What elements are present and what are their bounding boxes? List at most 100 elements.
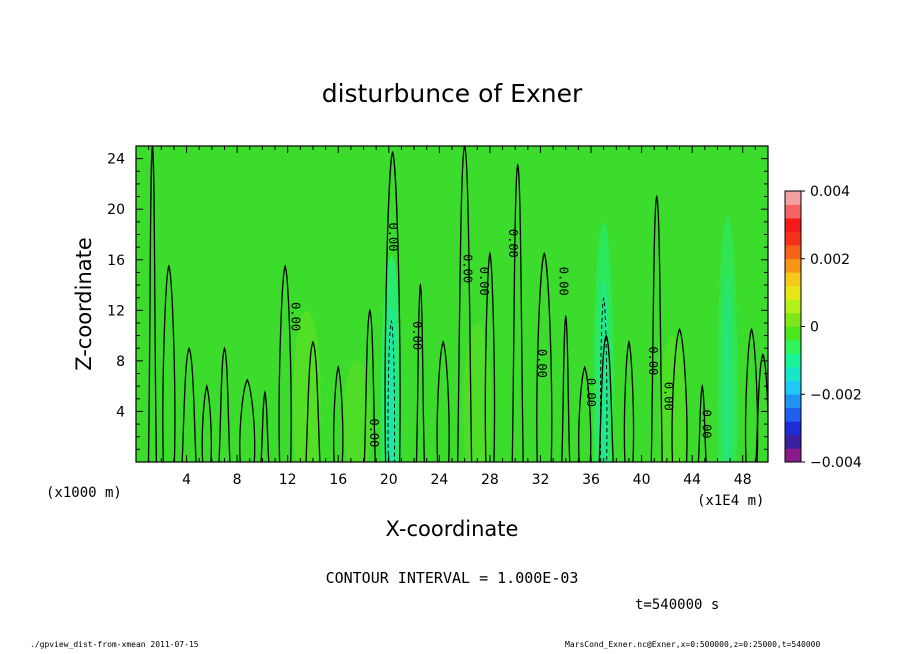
x-tick-label: 28	[481, 472, 499, 488]
colorbar-swatch	[785, 312, 801, 327]
x-tick-label: 4	[182, 472, 191, 488]
positive-patch	[343, 360, 372, 462]
contour-line	[598, 334, 614, 462]
colorbar	[784, 190, 802, 463]
y-axis: 4 8 12 16 20 24	[107, 152, 768, 450]
contour-line	[755, 353, 768, 462]
contour-line	[147, 146, 158, 462]
contour-label: 0.00	[460, 254, 474, 283]
contour-interval-text: CONTOUR INTERVAL = 1.000E-03	[326, 569, 579, 587]
contour-line	[201, 383, 213, 462]
contour-label: 0.00	[477, 267, 491, 296]
contour-line	[436, 340, 450, 462]
contour-line	[363, 308, 376, 462]
colorbar-swatch	[785, 272, 801, 287]
contour-line	[511, 163, 524, 462]
time-text: t=540000 s	[635, 597, 719, 613]
positive-patch	[463, 322, 492, 462]
positive-patch	[292, 310, 321, 462]
x-unit-left: (x1000 m)	[46, 485, 122, 501]
colorbar-tick-label: −0.004	[810, 455, 862, 471]
x-tick-label: 40	[633, 472, 651, 488]
contour-label: 0.00	[367, 418, 381, 447]
colorbar-swatch	[785, 434, 801, 449]
contour-line	[384, 150, 401, 462]
y-tick-label: 4	[116, 404, 125, 420]
x-tick-label: 24	[430, 472, 448, 488]
contour-label: 0.00	[506, 229, 520, 258]
colorbar-swatch	[785, 285, 801, 300]
contour-line	[181, 346, 197, 462]
contour-label-layer: 0.000.000.000.000.00 0.000.000.000.000.00…	[288, 223, 713, 448]
contour-line	[623, 339, 635, 462]
contour-line	[218, 346, 231, 462]
contour-label: 0.00	[584, 378, 598, 407]
contour-layer	[147, 146, 768, 462]
colorbar-tick-label: −0.002	[810, 387, 862, 403]
colorbar-tick-label: 0.002	[810, 252, 850, 268]
x-axis-label: X-coordinate	[386, 517, 519, 541]
contour-line	[697, 383, 707, 462]
x-tick-label: 36	[582, 472, 600, 488]
contour-line	[536, 252, 553, 462]
colorbar-swatch	[785, 258, 801, 273]
negative-column	[593, 223, 614, 462]
colorbar-swatch	[785, 353, 801, 368]
colorbar-swatch	[785, 231, 801, 246]
colorbar-swatch	[785, 245, 801, 260]
contour-label: 0.00	[410, 321, 424, 350]
contour-line	[305, 340, 321, 462]
contour-line	[333, 364, 344, 462]
contour-label: 0.00	[661, 382, 675, 411]
negative-core	[722, 274, 733, 462]
contour-line	[162, 264, 176, 462]
contour-line	[484, 251, 496, 462]
x-tick-label: 8	[233, 472, 242, 488]
shading-layer	[292, 216, 738, 462]
contour-line	[744, 327, 759, 462]
negative-core	[386, 305, 397, 462]
footer-left: ./gpview_dist-from-xmean 2011-07-15	[30, 640, 199, 649]
y-tick-label: 24	[107, 152, 125, 168]
contour-label: 0.00	[699, 410, 713, 439]
y-axis-label: Z-coordinate	[72, 237, 96, 371]
footer-right: MarsCond_Exner.nc@Exner,x=0:500000,z=0:2…	[565, 640, 821, 649]
negative-contour-line	[599, 297, 608, 462]
y-tick-label: 8	[116, 354, 125, 370]
y-tick-label: 12	[107, 303, 125, 319]
colorbar-swatch	[785, 367, 801, 381]
contour-label: 0.00	[535, 349, 549, 378]
colorbar-swatch	[785, 299, 801, 314]
colorbar-swatch	[785, 421, 801, 436]
colorbar-swatch	[785, 204, 801, 219]
colorbar-tick-label: 0.004	[810, 184, 850, 200]
colorbar-tick-label: 0	[810, 320, 819, 336]
contour-label: 0.00	[386, 223, 400, 252]
colorbar-swatch	[785, 326, 801, 341]
colorbar-swatch	[785, 448, 801, 463]
colorbar-swatch	[785, 191, 801, 205]
colorbar-swatch	[785, 218, 801, 232]
colorbar-swatch	[785, 407, 801, 422]
colorbar-labels: 0.004 0.002 0 −0.002 −0.004	[801, 184, 862, 471]
colorbar-swatch	[785, 340, 801, 354]
x-tick-label: 48	[734, 472, 752, 488]
x-axis: 4 8 12 16 20 24 28 32 36 40 44 48	[148, 146, 756, 488]
contour-line	[671, 327, 688, 462]
x-tick-label: 44	[683, 472, 701, 488]
x-tick-label: 20	[380, 472, 398, 488]
contour-label: 0.00	[288, 302, 302, 331]
y-tick-label: 16	[107, 253, 125, 269]
contour-line	[457, 146, 473, 462]
x-tick-label: 16	[329, 472, 347, 488]
colorbar-swatch	[785, 380, 801, 395]
x-tick-label: 32	[532, 472, 550, 488]
positive-patch	[659, 335, 688, 462]
negative-column	[717, 216, 738, 462]
chart-title: disturbunce of Exner	[322, 79, 583, 108]
x-tick-label: 12	[279, 472, 297, 488]
contour-line	[278, 264, 292, 462]
contour-line	[415, 282, 426, 462]
contour-label: 0.00	[646, 346, 660, 375]
